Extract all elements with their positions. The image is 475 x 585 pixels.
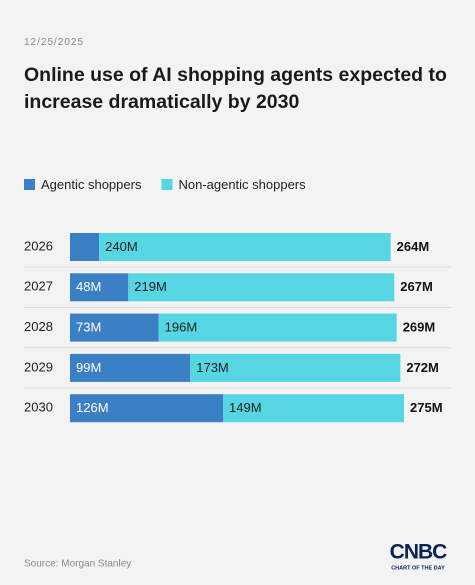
bar-segment [70, 233, 100, 261]
bar-segment [190, 353, 401, 382]
bar-segment [128, 273, 395, 302]
bar-segment [223, 394, 404, 423]
y-tick-label: 2029 [24, 359, 53, 374]
bar-segment [70, 394, 224, 423]
value-label: 48M [76, 279, 101, 294]
logo-tagline: CHART OF THE DAY [391, 565, 445, 571]
value-label: 126M [76, 400, 109, 415]
legend-swatch [161, 179, 173, 190]
date: 12/25/2025 [24, 37, 85, 48]
value-label: 73M [76, 320, 101, 335]
total-label: 269M [403, 320, 436, 335]
value-label: 240M [105, 239, 138, 254]
bar-segment [99, 233, 391, 261]
bar-segment [70, 313, 159, 342]
value-label: 219M [134, 279, 167, 294]
bar-segment [70, 273, 129, 302]
bar-segment [158, 313, 397, 342]
value-label: 196M [165, 320, 198, 335]
legend-label: Non-agentic shoppers [178, 177, 306, 192]
y-tick-label: 2026 [24, 238, 53, 253]
source: Source: Morgan Stanley [24, 559, 131, 570]
y-tick-label: 2028 [24, 319, 53, 334]
y-tick-label: 2030 [24, 400, 53, 415]
value-label: 149M [229, 400, 262, 415]
total-label: 272M [406, 360, 439, 375]
legend-label: Agentic shoppers [41, 177, 142, 192]
legend-swatch [24, 179, 35, 190]
value-label: 99M [76, 360, 101, 375]
total-label: 264M [397, 239, 430, 254]
total-label: 267M [400, 279, 433, 294]
y-tick-label: 2027 [24, 279, 53, 294]
value-label: 173M [196, 360, 229, 375]
bar-segment [70, 353, 191, 382]
logo: CNBC [390, 541, 447, 564]
chart-title: Online use of AI shopping agents expecte… [24, 64, 447, 113]
total-label: 275M [410, 400, 443, 415]
